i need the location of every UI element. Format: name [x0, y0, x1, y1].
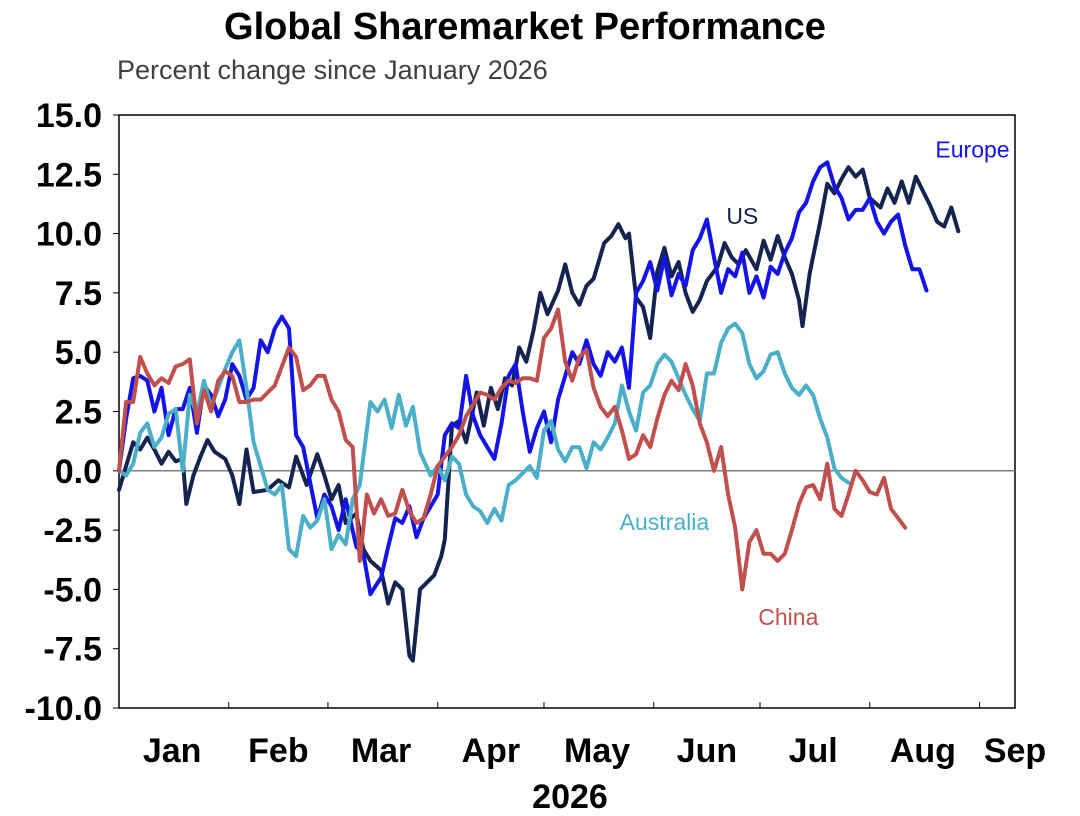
x-tick-label: Feb — [248, 732, 308, 770]
series-line-china — [117, 307, 908, 592]
series-labels: Europe US Australia China — [620, 137, 1010, 630]
x-tick-label: May — [564, 732, 630, 770]
x-tick-label: Jun — [677, 732, 737, 770]
y-axis-ticks: 15.0 12.5 10.0 7.5 5.0 2.5 0.0 -2.5 -5.0 -7.5 -10.… — [25, 97, 119, 728]
x-tick-label: Aug — [890, 732, 956, 770]
y-tick-label: 5.0 — [55, 334, 102, 372]
series-label-china: China — [758, 604, 818, 630]
series-label-europe: Europe — [935, 137, 1009, 163]
x-tick-label: Mar — [351, 732, 411, 770]
y-tick-label: 0.0 — [55, 453, 102, 491]
series-line-australia — [117, 321, 851, 559]
x-tick-label: Apr — [462, 732, 521, 770]
y-tick-label: 10.0 — [36, 216, 102, 254]
series-label-australia: Australia — [620, 509, 710, 535]
x-tick-label: Jul — [789, 732, 838, 770]
y-tick-label: 2.5 — [55, 394, 102, 432]
x-tick-label: Jan — [143, 732, 202, 770]
x-tick-label: Sep — [984, 732, 1046, 770]
y-tick-label: -5.0 — [43, 571, 102, 609]
x-axis-ticks: Jan Feb Mar Apr May Jun Jul Aug Sep — [118, 702, 1046, 770]
series-lines — [117, 160, 961, 663]
y-tick-label: 12.5 — [36, 156, 102, 194]
series-line-us — [117, 165, 961, 663]
y-tick-label: -2.5 — [43, 512, 102, 550]
chart-subtitle: Percent change since January 2026 — [117, 55, 548, 85]
y-tick-label: 15.0 — [36, 97, 102, 135]
y-tick-label: 7.5 — [55, 275, 102, 313]
y-tick-label: -10.0 — [25, 690, 103, 728]
series-label-us: US — [726, 203, 758, 229]
y-tick-label: -7.5 — [43, 631, 102, 669]
chart-title: Global Sharemarket Performance — [224, 6, 826, 48]
x-axis-label: 2026 — [532, 778, 608, 816]
series-line-europe — [117, 160, 929, 597]
